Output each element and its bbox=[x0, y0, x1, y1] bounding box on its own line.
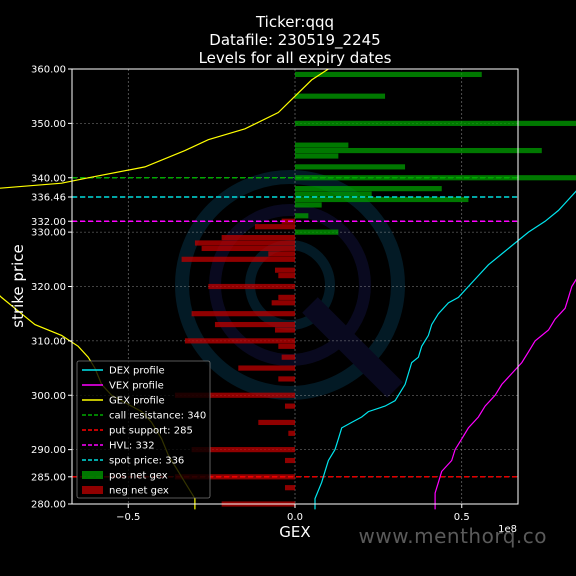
legend-label: pos net gex bbox=[109, 471, 168, 482]
neg-gex-bar bbox=[284, 457, 295, 464]
pos-gex-bar bbox=[295, 229, 339, 235]
neg-gex-bar bbox=[174, 392, 295, 398]
x-axis-ticks: −1.0−0.50.00.51.0 bbox=[116, 504, 470, 523]
neg-gex-bar bbox=[214, 321, 295, 328]
neg-gex-bar bbox=[238, 365, 295, 371]
neg-gex-bar bbox=[258, 419, 295, 426]
neg-gex-bar bbox=[271, 300, 295, 306]
neg-gex-bar bbox=[191, 447, 295, 453]
chart-title-line-2: Datafile: 230519_2245 bbox=[209, 31, 380, 50]
neg-gex-bar bbox=[208, 283, 295, 290]
neg-gex-bar bbox=[268, 251, 295, 257]
neg-gex-bar bbox=[274, 327, 295, 333]
y-tick-label: 285.00 bbox=[31, 472, 66, 483]
legend-box bbox=[76, 360, 211, 499]
legend-label: neg net gex bbox=[109, 486, 169, 497]
y-tick-label: 280.00 bbox=[31, 500, 66, 511]
neg-gex-bar bbox=[278, 343, 295, 349]
pos-gex-bar bbox=[295, 153, 339, 159]
neg-gex-bar bbox=[254, 224, 295, 230]
neg-gex-bar bbox=[274, 267, 295, 273]
pos-gex-bar bbox=[295, 120, 576, 126]
legend-label: HVL: 332 bbox=[109, 441, 155, 452]
legend-swatch-neg-bar bbox=[82, 486, 103, 494]
neg-gex-bar bbox=[288, 430, 295, 436]
x-tick-label: −0.5 bbox=[116, 512, 140, 523]
y-tick-label: 350.00 bbox=[31, 119, 66, 130]
y-tick-label: 336.46 bbox=[31, 192, 66, 203]
chart-title-line-3: Levels for all expiry dates bbox=[199, 49, 392, 67]
neg-gex-bar bbox=[201, 245, 295, 252]
legend-label: call resistance: 340 bbox=[109, 411, 206, 422]
vex-profile-line bbox=[434, 278, 576, 510]
plot-area: −1.0−0.50.00.51.0 280.00285.00290.00300.… bbox=[0, 65, 576, 523]
pos-gex-bar bbox=[295, 191, 372, 197]
legend-label: spot price: 336 bbox=[109, 456, 184, 467]
pos-gex-bar bbox=[295, 213, 309, 219]
x-axis-offset-label: 1e8 bbox=[498, 524, 517, 535]
y-tick-label: 332.00 bbox=[31, 217, 66, 228]
x-axis-label: GEX bbox=[279, 523, 310, 541]
y-axis-ticks: 280.00 285.00 290.00 300.00 310.00 320.00 330.… bbox=[31, 65, 72, 511]
pos-gex-bar bbox=[295, 147, 542, 154]
dex-profile-line bbox=[314, 190, 576, 510]
chart-title-line-1: Ticker:qqq bbox=[255, 13, 334, 31]
legend-label: DEX profile bbox=[109, 366, 165, 377]
legend-label: VEX profile bbox=[109, 381, 164, 392]
y-tick-label: 310.00 bbox=[31, 336, 66, 347]
y-tick-label: 330.00 bbox=[31, 228, 66, 239]
y-tick-label: 320.00 bbox=[31, 282, 66, 293]
neg-gex-bar bbox=[278, 294, 295, 300]
neg-gex-bar bbox=[221, 234, 295, 241]
legend-swatch-pos-bar bbox=[82, 471, 103, 479]
neg-gex-bar bbox=[194, 240, 295, 246]
neg-gex-bar bbox=[181, 256, 295, 262]
pos-gex-bar bbox=[295, 186, 442, 192]
neg-gex-bar bbox=[284, 403, 295, 409]
neg-gex-bar bbox=[284, 485, 295, 491]
y-tick-label: 360.00 bbox=[31, 65, 66, 76]
x-tick-label: 0.0 bbox=[287, 512, 303, 523]
y-axis-label: strike price bbox=[9, 244, 27, 328]
neg-gex-bar bbox=[278, 273, 295, 279]
pos-gex-bar bbox=[295, 71, 482, 78]
y-tick-label: 300.00 bbox=[31, 391, 66, 402]
neg-gex-bar bbox=[278, 376, 295, 382]
legend-label: GEX profile bbox=[109, 396, 165, 407]
pos-gex-bar bbox=[295, 142, 349, 148]
pos-gex-bar bbox=[295, 202, 322, 208]
pos-gex-bar bbox=[295, 164, 406, 170]
pos-gex-bar bbox=[295, 196, 469, 203]
pos-gex-bar bbox=[295, 93, 386, 99]
legend: DEX profile VEX profile GEX profile call re… bbox=[76, 360, 211, 499]
y-tick-label: 290.00 bbox=[31, 445, 66, 456]
legend-label: put support: 285 bbox=[109, 426, 193, 437]
neg-gex-bar bbox=[281, 354, 295, 360]
y-tick-label: 340.00 bbox=[31, 173, 66, 184]
watermark-text: www.menthorq.co bbox=[359, 524, 547, 548]
neg-gex-bar bbox=[191, 311, 295, 317]
x-tick-label: 0.5 bbox=[454, 512, 470, 523]
neg-gex-bar bbox=[184, 338, 295, 344]
